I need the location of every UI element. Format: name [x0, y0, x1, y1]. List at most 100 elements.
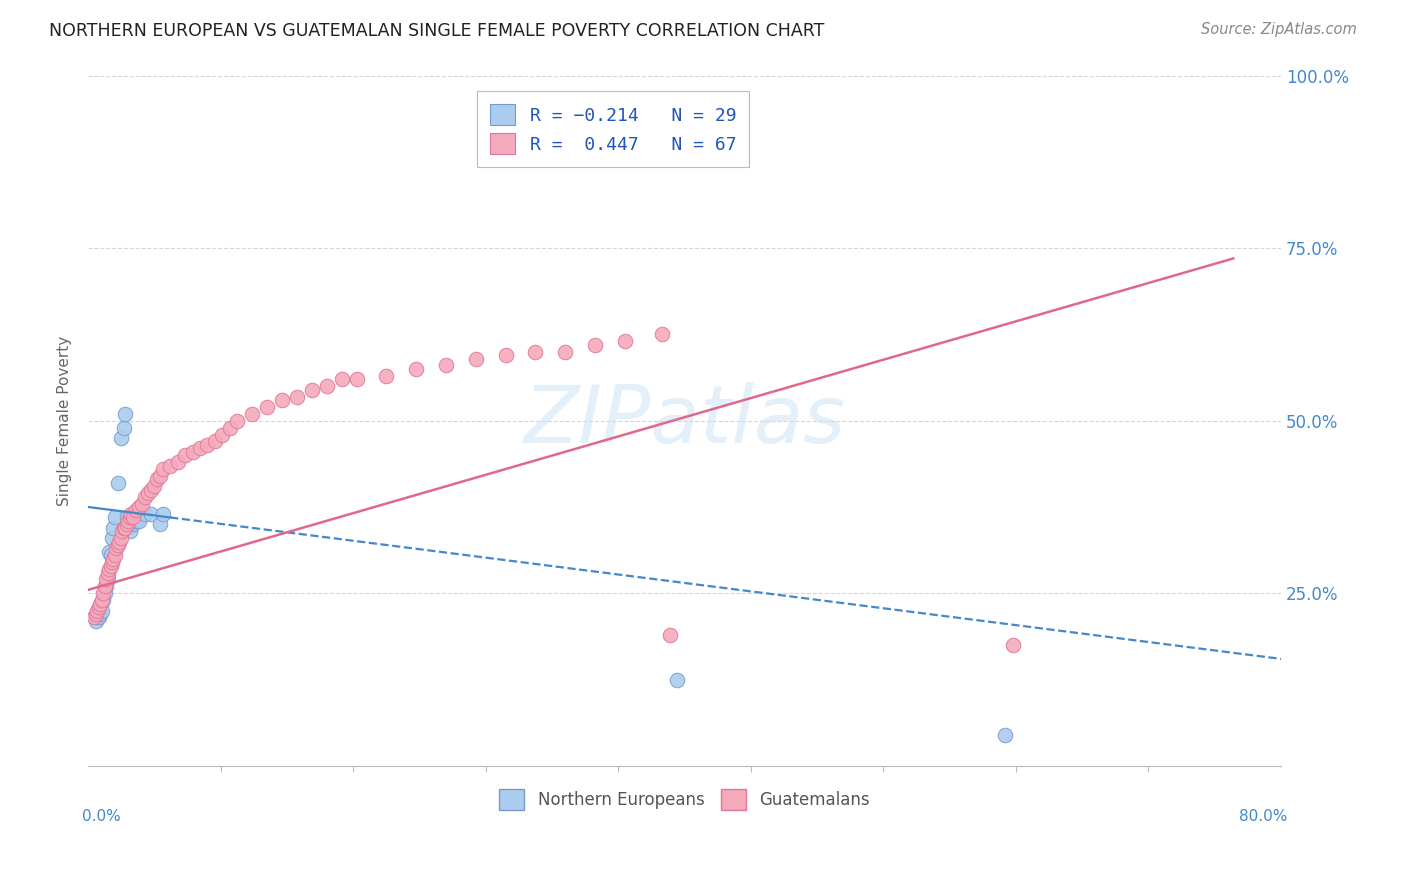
Point — [107, 538, 129, 552]
Point — [128, 514, 150, 528]
Point — [93, 586, 115, 600]
Point — [110, 431, 132, 445]
Point — [83, 610, 105, 624]
Point — [204, 434, 226, 449]
Point — [994, 728, 1017, 742]
Point — [90, 603, 112, 617]
Point — [114, 521, 136, 535]
Point — [87, 600, 110, 615]
Point — [134, 507, 156, 521]
Point — [524, 344, 547, 359]
Point — [84, 607, 107, 621]
Point — [658, 628, 681, 642]
Point — [188, 442, 211, 456]
Point — [104, 510, 127, 524]
Point — [149, 517, 172, 532]
Point — [145, 472, 167, 486]
Point — [226, 414, 249, 428]
Point — [105, 541, 128, 556]
Point — [134, 490, 156, 504]
Point — [666, 673, 689, 687]
Point — [90, 593, 112, 607]
Point — [218, 420, 240, 434]
Point — [94, 573, 117, 587]
Point — [211, 427, 233, 442]
Point — [131, 497, 153, 511]
Point — [86, 610, 108, 624]
Point — [86, 603, 108, 617]
Point — [142, 479, 165, 493]
Point — [181, 444, 204, 458]
Y-axis label: Single Female Poverty: Single Female Poverty — [58, 335, 72, 506]
Point — [159, 458, 181, 473]
Point — [89, 597, 111, 611]
Point — [112, 521, 135, 535]
Point — [256, 400, 278, 414]
Point — [104, 549, 127, 563]
Point — [108, 534, 131, 549]
Point — [128, 500, 150, 514]
Point — [89, 607, 111, 621]
Point — [166, 455, 188, 469]
Point — [114, 407, 136, 421]
Point — [330, 372, 353, 386]
Point — [346, 372, 368, 386]
Point — [651, 327, 673, 342]
Point — [118, 510, 141, 524]
Point — [94, 579, 117, 593]
Legend: Northern Europeans, Guatemalans: Northern Europeans, Guatemalans — [492, 782, 876, 816]
Point — [122, 510, 145, 524]
Point — [103, 551, 125, 566]
Point — [117, 514, 139, 528]
Point — [84, 614, 107, 628]
Point — [495, 348, 517, 362]
Point — [115, 517, 138, 532]
Point — [110, 531, 132, 545]
Point — [87, 610, 110, 624]
Point — [91, 593, 114, 607]
Point — [240, 407, 263, 421]
Point — [98, 545, 121, 559]
Point — [122, 517, 145, 532]
Text: NORTHERN EUROPEAN VS GUATEMALAN SINGLE FEMALE POVERTY CORRELATION CHART: NORTHERN EUROPEAN VS GUATEMALAN SINGLE F… — [49, 22, 824, 40]
Point — [93, 579, 115, 593]
Point — [285, 390, 308, 404]
Point — [139, 507, 162, 521]
Point — [120, 507, 142, 521]
Point — [405, 362, 427, 376]
Point — [96, 573, 118, 587]
Point — [107, 475, 129, 490]
Point — [554, 344, 576, 359]
Point — [115, 510, 138, 524]
Point — [464, 351, 486, 366]
Point — [125, 514, 148, 528]
Text: 0.0%: 0.0% — [82, 809, 121, 823]
Point — [98, 562, 121, 576]
Point — [101, 555, 124, 569]
Point — [125, 503, 148, 517]
Point — [118, 524, 141, 538]
Point — [434, 359, 457, 373]
Text: Source: ZipAtlas.com: Source: ZipAtlas.com — [1201, 22, 1357, 37]
Point — [96, 566, 118, 580]
Point — [149, 469, 172, 483]
Point — [100, 558, 122, 573]
Point — [375, 368, 398, 383]
Point — [152, 462, 174, 476]
Point — [583, 338, 606, 352]
Point — [613, 334, 636, 349]
Point — [301, 383, 323, 397]
Point — [91, 586, 114, 600]
Point — [315, 379, 337, 393]
Text: ZIPatlas: ZIPatlas — [523, 382, 845, 459]
Point — [111, 524, 134, 538]
Point — [271, 392, 294, 407]
Point — [136, 486, 159, 500]
Point — [103, 521, 125, 535]
Point — [197, 438, 219, 452]
Text: 80.0%: 80.0% — [1239, 809, 1286, 823]
Point — [100, 549, 122, 563]
Point — [152, 507, 174, 521]
Point — [139, 483, 162, 497]
Point — [112, 420, 135, 434]
